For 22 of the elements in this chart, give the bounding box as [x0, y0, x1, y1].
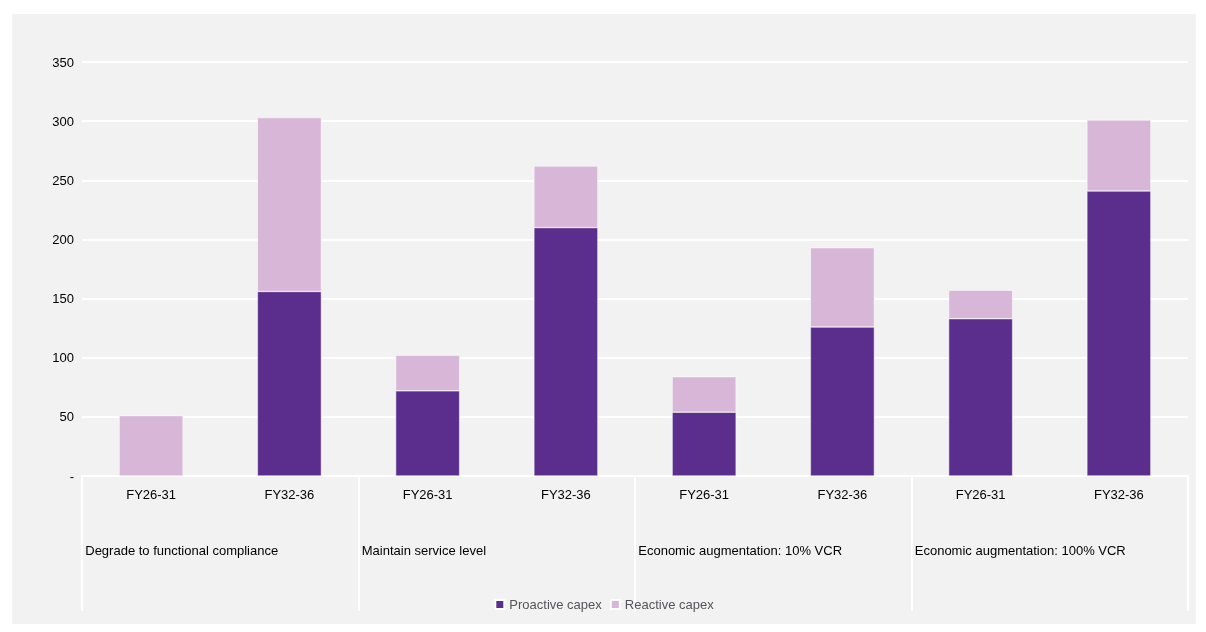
text: Economic augmentation: 100% VCR [914, 543, 1126, 558]
y-tick-label: 200 [52, 231, 74, 247]
y-tick-label: 350 [52, 54, 74, 70]
x-tick-label: FY32-36 [817, 487, 868, 502]
x-tick-label: FY32-36 [264, 487, 315, 502]
y-tick-label: 250 [52, 172, 74, 188]
x-tick-label: FY32-36 [540, 487, 591, 502]
text: Maintain service level [361, 543, 487, 558]
legend-label: Reactive capex [624, 597, 715, 612]
text: Degrade to functional compliance [85, 543, 279, 558]
y-tick-label: 300 [52, 113, 74, 129]
y-tick-label: 150 [52, 291, 74, 307]
x-tick-label: FY26-31 [402, 487, 453, 502]
legend-label: Proactive capex [509, 597, 603, 612]
y-tick-label: 50 [59, 409, 74, 425]
y-tick-label: - [69, 468, 74, 484]
text: Economic augmentation: 10% VCR [638, 543, 843, 558]
x-tick-label: FY26-31 [126, 487, 177, 502]
x-tick-label: FY32-36 [1093, 487, 1144, 502]
y-tick-label: 100 [52, 350, 74, 366]
x-tick-label: FY26-31 [679, 487, 730, 502]
x-tick-label: FY26-31 [955, 487, 1006, 502]
